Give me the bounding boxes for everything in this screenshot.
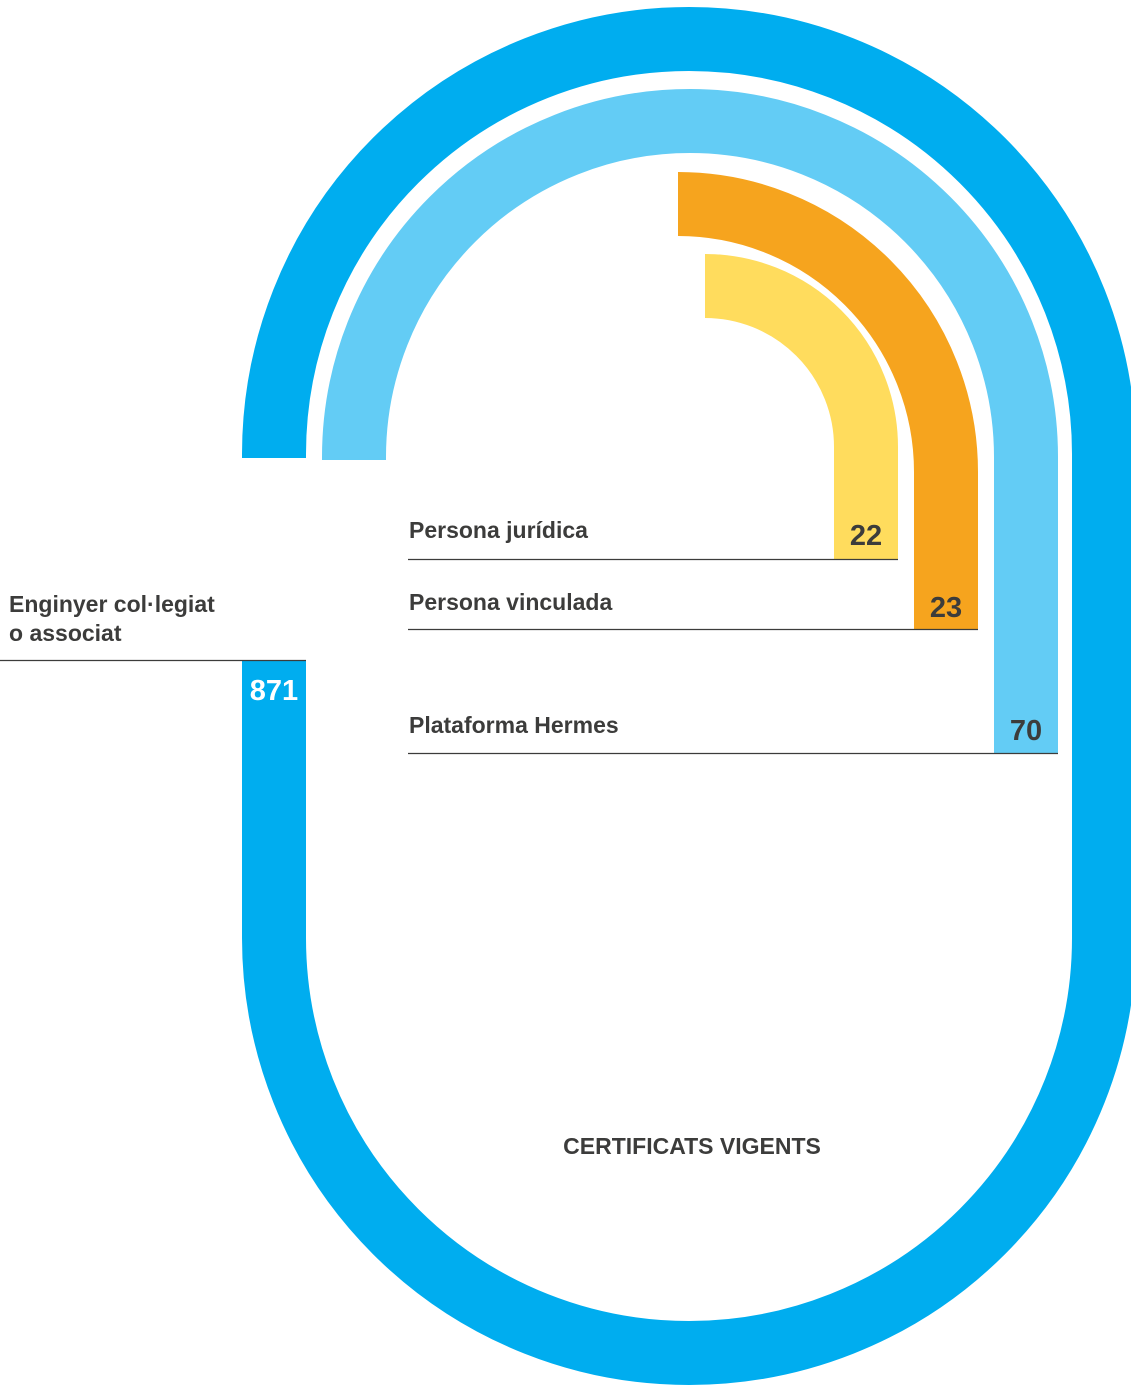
track-juridica	[704, 254, 898, 560]
value-juridica: 22	[850, 520, 882, 552]
track-vinculada	[677, 172, 978, 630]
value-enginyer: 871	[250, 675, 298, 707]
value-vinculada: 23	[930, 592, 962, 624]
label-enginyer: Enginyer col·legiat o associat	[9, 591, 221, 646]
track-hermes	[322, 89, 1058, 754]
label-hermes: Plataforma Hermes	[409, 712, 619, 738]
label-enginyer-line-2: o associat	[9, 620, 122, 646]
track-enginyer	[242, 7, 1131, 1385]
label-enginyer-line-1: Enginyer col·legiat	[9, 591, 215, 617]
label-juridica: Persona jurídica	[409, 517, 588, 543]
value-hermes: 70	[1010, 715, 1042, 747]
label-vinculada: Persona vinculada	[409, 589, 612, 615]
chart-title: CERTIFICATS VIGENTS	[563, 1133, 821, 1159]
